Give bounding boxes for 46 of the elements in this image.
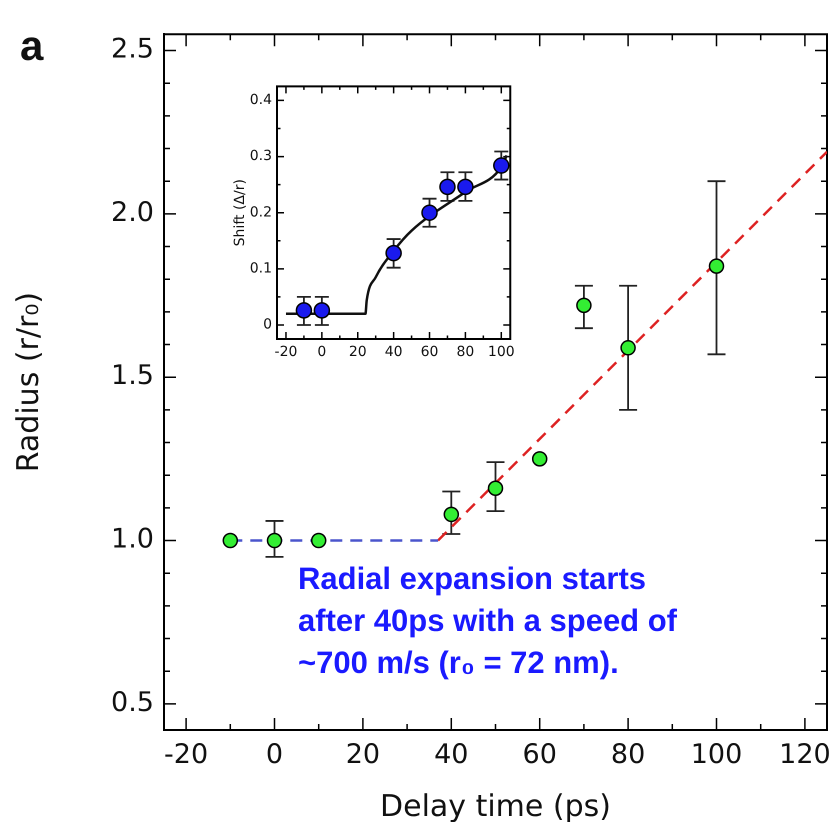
x-tick-label: 100: [690, 739, 742, 770]
y-tick-label: 2.0: [111, 196, 154, 228]
point: [488, 480, 504, 496]
x-tick-label: -20: [274, 344, 298, 360]
annotation: Radial expansion starts after 40ps with a speed of ~700 m/s (r₀ = 72 nm).: [298, 560, 678, 682]
point: [708, 258, 724, 274]
point: [385, 244, 402, 262]
point: [532, 451, 548, 467]
x-tick-label: 0: [317, 344, 326, 360]
y-axis-title: Shift (Δ/r): [232, 179, 248, 246]
point: [222, 532, 238, 548]
y-tick-label: 1.0: [111, 524, 154, 555]
y-tick-label: 0.2: [250, 204, 272, 220]
x-tick-label: 40: [434, 739, 468, 770]
point: [620, 340, 636, 356]
y-tick-label: 0.1: [250, 260, 272, 276]
x-tick-label: -20: [164, 739, 208, 770]
point: [296, 302, 312, 319]
x-tick-label: 80: [610, 739, 646, 770]
line-series: [284, 154, 508, 315]
x-tick-label: 60: [522, 739, 557, 770]
point: [439, 178, 456, 196]
x-axis-title: Delay time (ps): [380, 788, 611, 822]
point: [444, 506, 460, 522]
x-tick-label: 100: [488, 344, 515, 360]
point: [576, 298, 592, 314]
point: [421, 204, 438, 221]
x-tick-label: 120: [779, 739, 831, 770]
point: [266, 532, 282, 548]
x-tick-label: 60: [420, 344, 438, 360]
y-tick-label: 2.5: [111, 34, 154, 65]
x-tick-label: 40: [384, 344, 403, 360]
x-tick-label: 20: [346, 739, 380, 770]
point: [457, 178, 474, 196]
x-tick-label: 80: [456, 344, 474, 360]
text: a: [20, 22, 45, 70]
y-tick-label: 0.5: [111, 686, 154, 718]
point: [314, 302, 330, 319]
y-tick-label: 0.3: [250, 148, 272, 164]
y-axis-title: Radius (r/r₀): [10, 292, 46, 472]
point: [310, 532, 326, 548]
y-tick-label: 0: [263, 316, 272, 333]
x-tick-label: 20: [348, 344, 367, 360]
point: [493, 157, 510, 174]
y-tick-label: 0.4: [250, 92, 272, 108]
y-tick-label: 1.5: [111, 360, 154, 392]
